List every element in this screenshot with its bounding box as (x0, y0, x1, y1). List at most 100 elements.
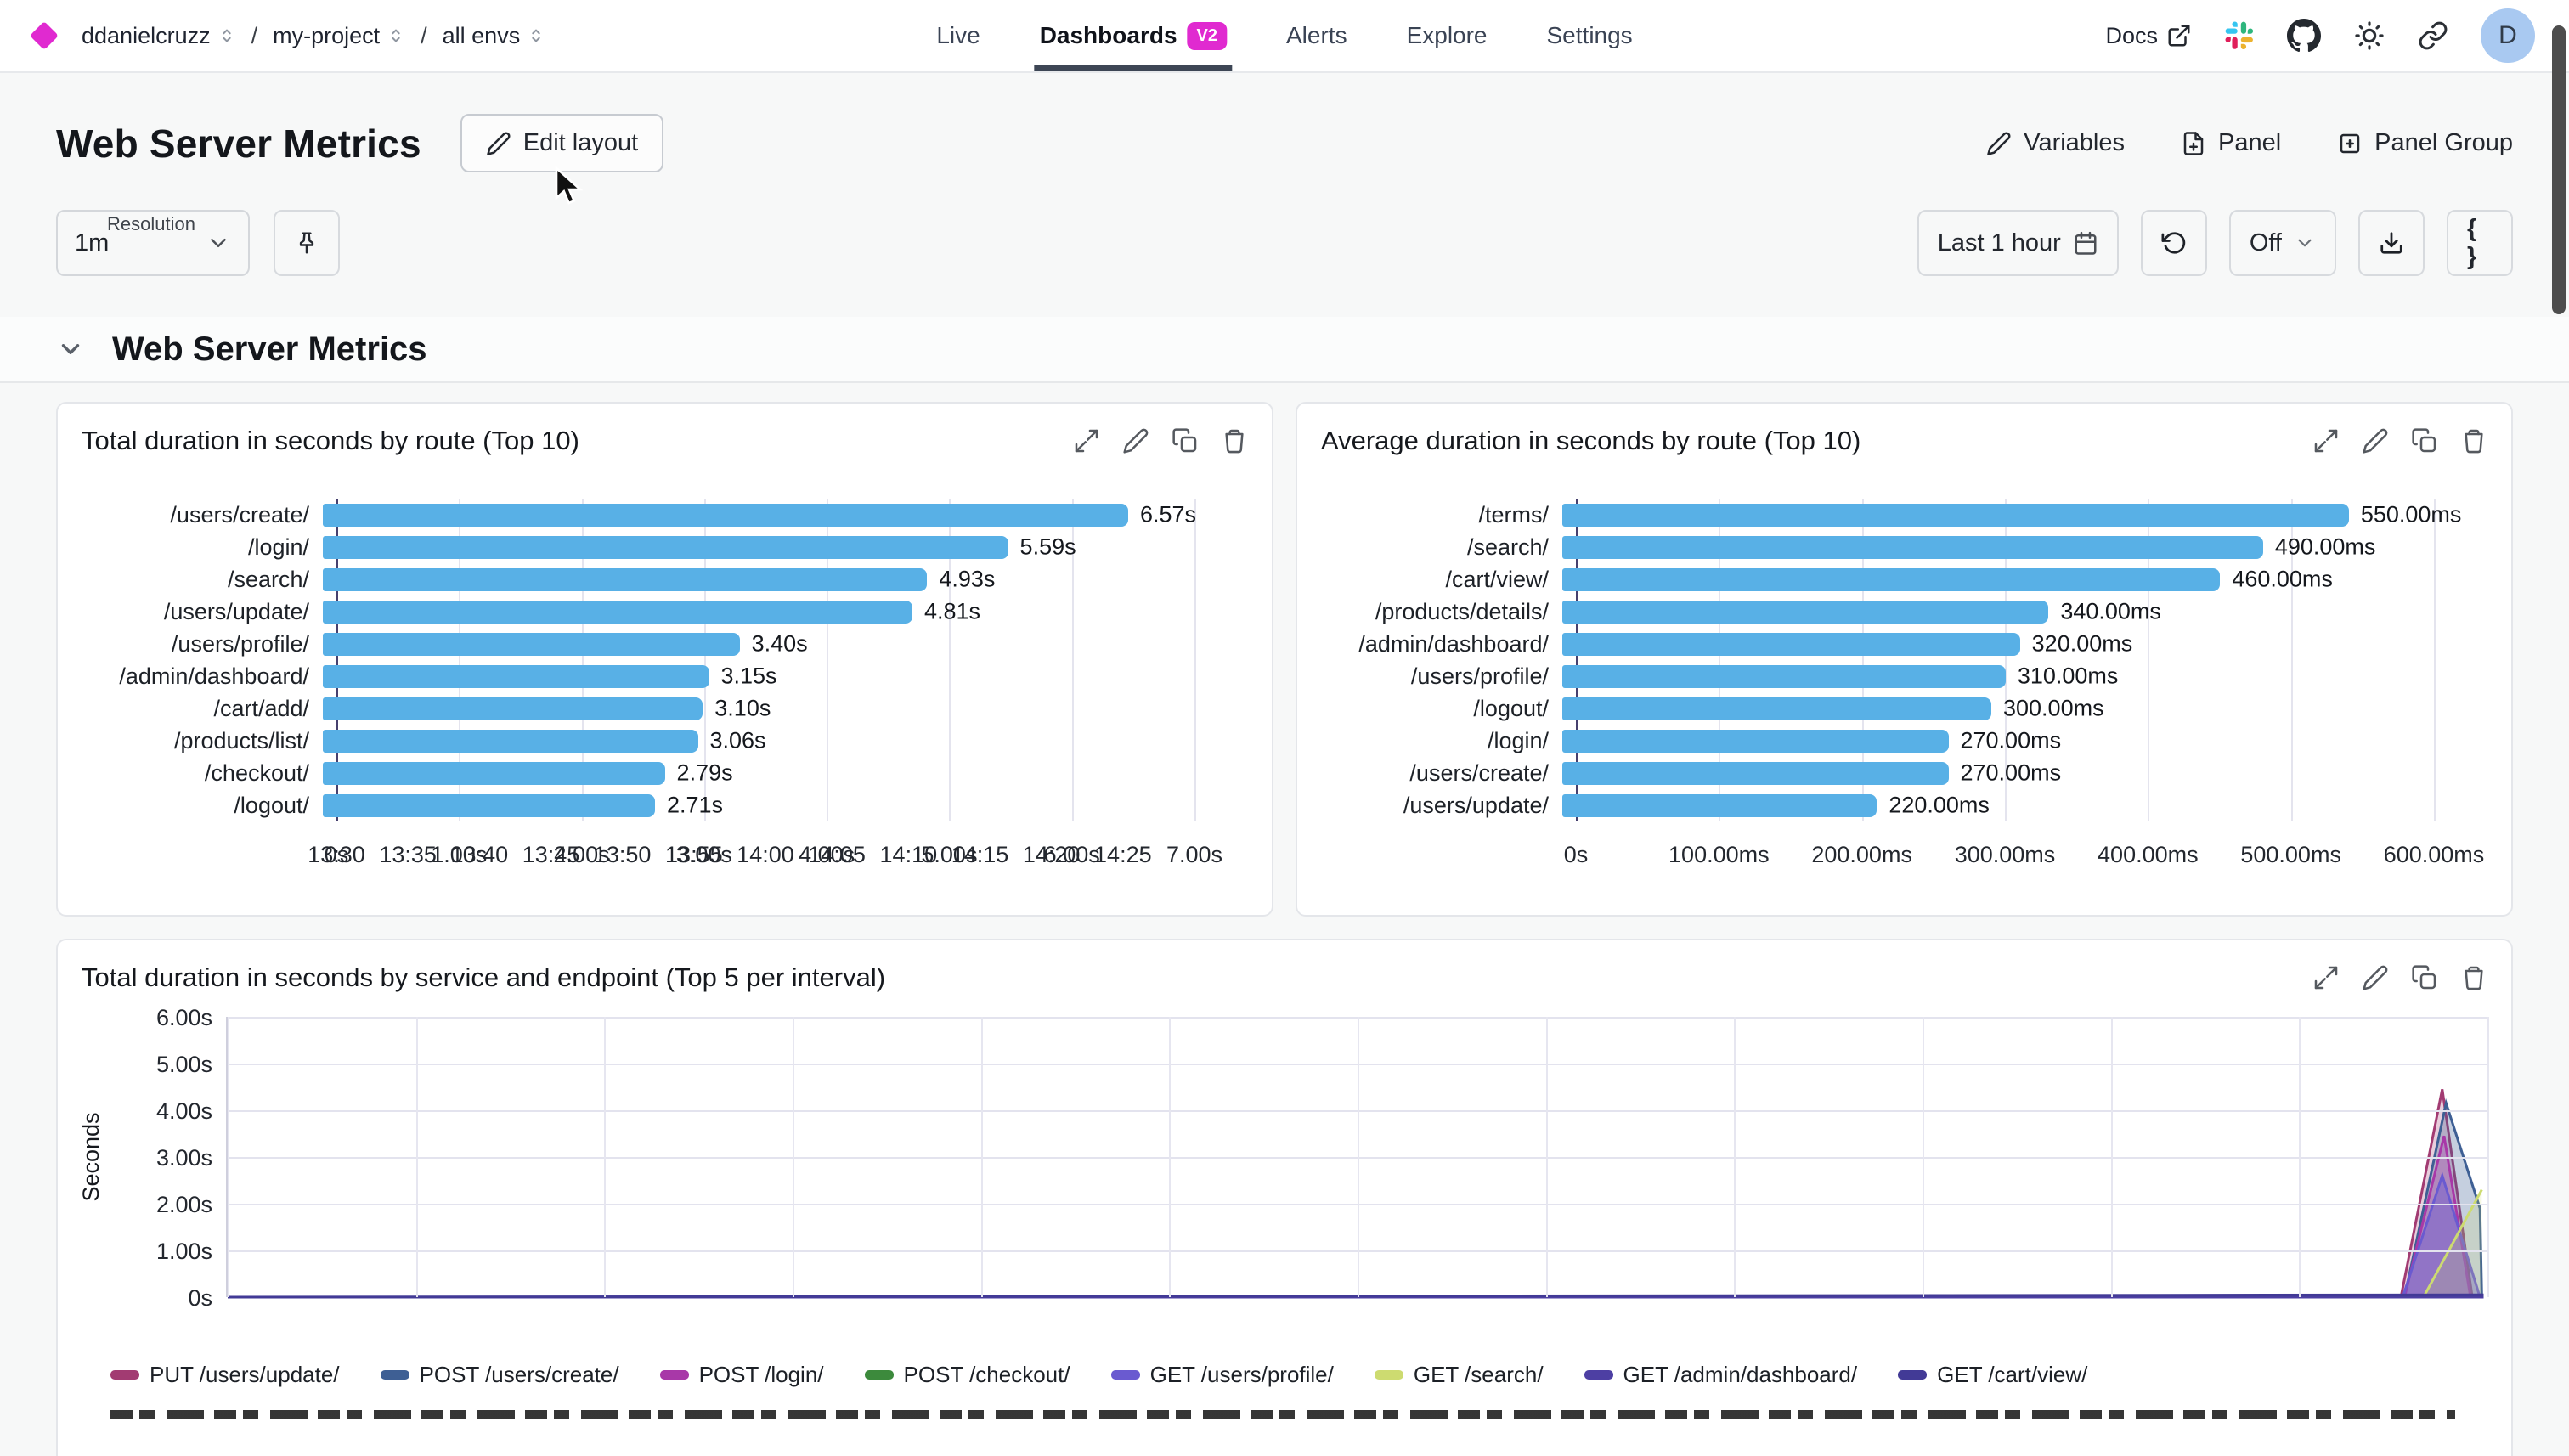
panel-total-duration-by-route: Total duration in seconds by route (Top … (56, 402, 1273, 917)
bar[interactable] (1562, 504, 2349, 527)
variables-button[interactable]: Variables (1986, 129, 2125, 157)
duplicate-icon (1172, 427, 1199, 454)
app-logo-icon[interactable] (30, 21, 59, 50)
bar-track: 3.40s (323, 633, 1181, 656)
tab-label: Dashboards (1040, 22, 1177, 49)
bar[interactable] (323, 568, 927, 591)
add-panel-group-button[interactable]: Panel Group (2337, 129, 2513, 157)
breadcrumb-item[interactable]: my-project (273, 23, 405, 49)
bar[interactable] (1562, 601, 2048, 624)
bar[interactable] (323, 665, 709, 688)
tab-explore[interactable]: Explore (1402, 0, 1493, 71)
breadcrumb-item[interactable]: all envs (443, 23, 546, 49)
tab-settings[interactable]: Settings (1542, 0, 1638, 71)
refresh-button[interactable] (2141, 210, 2207, 276)
tab-alerts[interactable]: Alerts (1281, 0, 1352, 71)
legend-item[interactable]: POST /checkout/ (865, 1362, 1070, 1388)
legend-item[interactable]: GET /users/profile/ (1111, 1362, 1334, 1388)
legend-item[interactable]: GET /search/ (1375, 1362, 1544, 1388)
bar[interactable] (323, 601, 912, 624)
share-link-icon[interactable] (2418, 20, 2448, 51)
duplicate-panel-button[interactable] (2411, 964, 2438, 991)
bar[interactable] (1562, 697, 1991, 720)
time-range-button[interactable]: Last 1 hour (1917, 210, 2119, 276)
legend-item[interactable]: GET /admin/dashboard/ (1584, 1362, 1858, 1388)
edit-layout-button[interactable]: Edit layout (460, 114, 663, 172)
sort-chevrons-icon (217, 26, 236, 45)
v-gridline (981, 1017, 983, 1297)
download-button[interactable] (2358, 210, 2425, 276)
resolution-label: Resolution (100, 213, 202, 235)
edit-panel-button[interactable] (2362, 427, 2389, 454)
pin-resolution-button[interactable] (274, 210, 340, 276)
bar[interactable] (323, 730, 698, 753)
bar[interactable] (323, 536, 1008, 559)
docs-link[interactable]: Docs (2105, 23, 2192, 49)
bar[interactable] (1562, 730, 1949, 753)
delete-panel-button[interactable] (2460, 964, 2487, 991)
delete-panel-button[interactable] (2460, 427, 2487, 454)
bar-track: 5.59s (323, 536, 1181, 559)
legend-color-chip (1111, 1370, 1140, 1380)
bar[interactable] (1562, 665, 2006, 688)
vertical-scrollbar[interactable] (2552, 25, 2566, 314)
legend-label: GET /users/profile/ (1150, 1362, 1334, 1388)
bar[interactable] (323, 697, 703, 720)
series-line[interactable] (228, 1136, 2470, 1297)
bar[interactable] (323, 762, 665, 785)
slack-icon[interactable] (2224, 20, 2255, 51)
series-line[interactable] (228, 1176, 2480, 1297)
duplicate-icon (2411, 427, 2438, 454)
bar[interactable] (1562, 794, 1877, 817)
section-title: Web Server Metrics (112, 330, 427, 369)
bar[interactable] (1562, 536, 2263, 559)
expand-panel-button[interactable] (2312, 427, 2340, 454)
github-icon[interactable] (2287, 19, 2321, 53)
file-plus-icon (2181, 131, 2206, 156)
edit-panel-button[interactable] (1122, 427, 1149, 454)
expand-panel-button[interactable] (1073, 427, 1100, 454)
collapse-chevron-icon[interactable] (56, 335, 85, 364)
delete-panel-button[interactable] (1221, 427, 1248, 454)
edit-panel-button[interactable] (2362, 964, 2389, 991)
bar[interactable] (1562, 633, 2020, 656)
theme-toggle-sun-icon[interactable] (2353, 20, 2386, 52)
bar[interactable] (323, 504, 1128, 527)
bar-row: /users/profile/310.00ms (1321, 660, 2487, 692)
y-tick-label: 2.00s (156, 1192, 212, 1218)
json-config-button[interactable]: { } (2447, 210, 2513, 276)
legend-color-chip (1375, 1370, 1403, 1380)
bar-category-label: /cart/view/ (1321, 567, 1562, 593)
tab-dashboards[interactable]: DashboardsV2 (1035, 0, 1232, 71)
resolution-select[interactable]: Resolution 1m (56, 210, 250, 276)
legend-item[interactable]: POST /users/create/ (381, 1362, 619, 1388)
legend-item[interactable]: POST /login/ (660, 1362, 824, 1388)
sort-chevrons-icon (387, 26, 405, 45)
add-panel-button[interactable]: Panel (2181, 129, 2281, 157)
tab-live[interactable]: Live (931, 0, 985, 71)
legend-color-chip (1898, 1370, 1927, 1380)
expand-panel-button[interactable] (2312, 964, 2340, 991)
bar-category-label: /users/update/ (82, 599, 323, 625)
legend-item[interactable]: GET /cart/view/ (1898, 1362, 2087, 1388)
series-line[interactable] (228, 1089, 2472, 1297)
series-line[interactable] (228, 1190, 2481, 1298)
breadcrumb-item[interactable]: ddanielcruzz (82, 23, 236, 49)
tab-label: Live (936, 22, 980, 49)
user-avatar[interactable]: D (2481, 8, 2535, 63)
bar[interactable] (323, 794, 655, 817)
bar-row: /users/create/6.57s (82, 499, 1248, 531)
v-gridline (1546, 1017, 1548, 1297)
duplicate-panel-button[interactable] (2411, 427, 2438, 454)
add-panel-label: Panel (2218, 129, 2281, 157)
duplicate-panel-button[interactable] (1172, 427, 1199, 454)
bar[interactable] (1562, 568, 2220, 591)
bar[interactable] (323, 633, 740, 656)
auto-refresh-select[interactable]: Off (2229, 210, 2336, 276)
legend-item[interactable]: PUT /users/update/ (110, 1362, 340, 1388)
panel-group-header[interactable]: Web Server Metrics (0, 317, 2569, 383)
square-plus-icon (2337, 131, 2363, 156)
panel-title: Total duration in seconds by service and… (82, 962, 885, 993)
bar[interactable] (1562, 762, 1949, 785)
series-line[interactable] (228, 1103, 2481, 1297)
